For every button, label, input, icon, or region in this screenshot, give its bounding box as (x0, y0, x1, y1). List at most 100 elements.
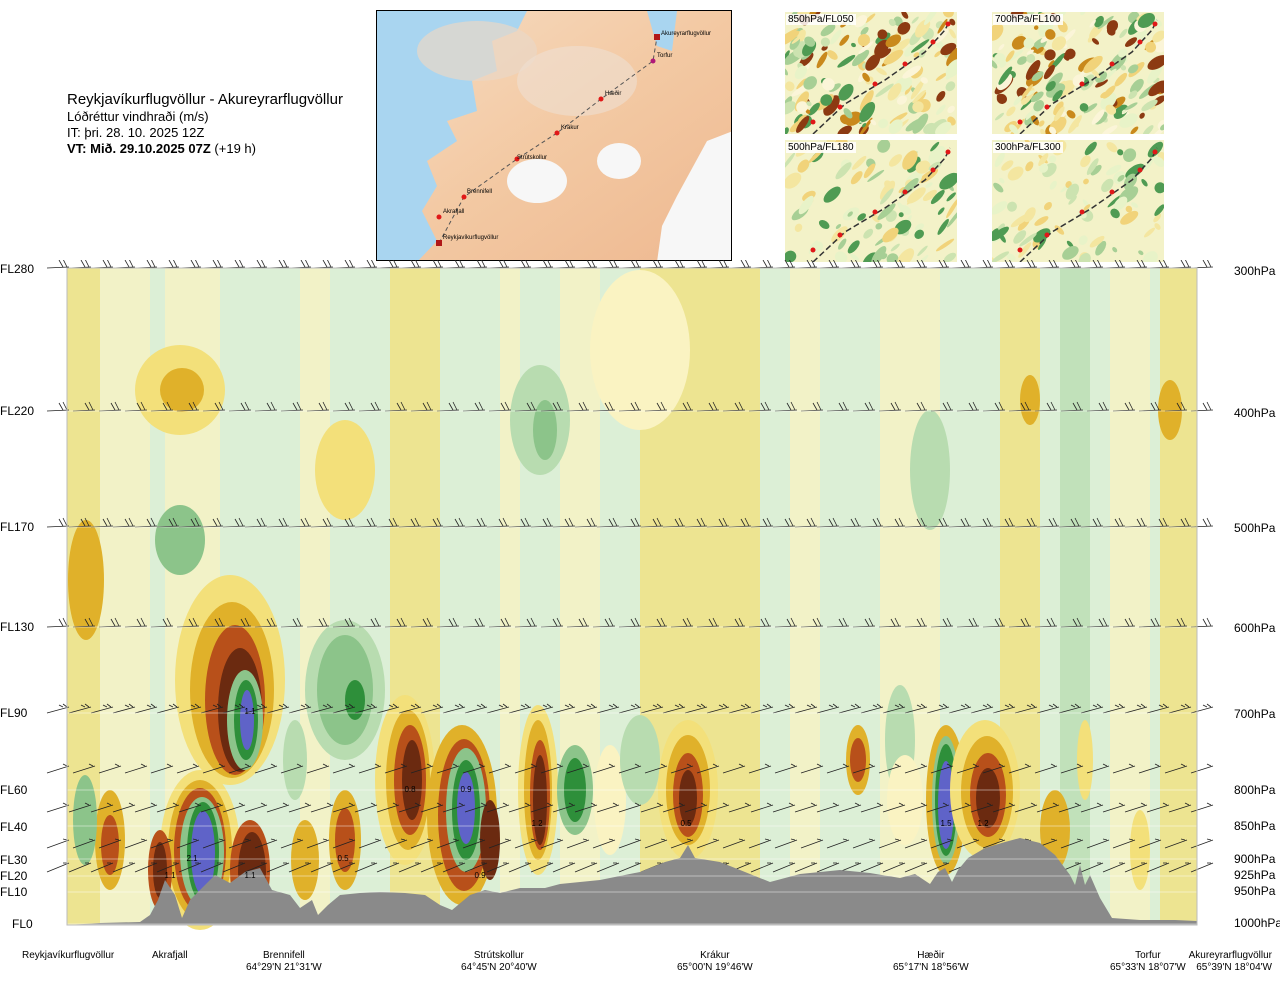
wind-barb (1124, 802, 1148, 813)
wind-barb-shaft (904, 765, 928, 774)
wind-barb-flag (744, 517, 750, 527)
wind-barb-shaft (970, 706, 994, 714)
field-cell (938, 761, 954, 849)
wind-barb-flag (166, 763, 172, 767)
wind-barb-flag (740, 518, 746, 527)
wind-barb-shaft (670, 839, 694, 849)
level-map-patch (1119, 28, 1128, 39)
wind-barb-flag (322, 704, 328, 708)
fl-label: FL20 (0, 869, 28, 883)
level-map-patch (1106, 26, 1116, 36)
level-map-patch (860, 26, 869, 36)
wind-barb-shaft (1124, 804, 1148, 813)
wind-barb-flag (1048, 704, 1054, 708)
level-map-patch (870, 119, 877, 126)
wind-barb (288, 260, 312, 269)
wind-barb (1168, 260, 1192, 269)
wind-barb-flag (920, 401, 926, 411)
level-map-patch (1128, 90, 1138, 100)
wind-barb (46, 862, 70, 873)
wind-barb-flag (1096, 802, 1102, 806)
wind-barb-flag (708, 618, 714, 627)
wind-barb-flag (520, 518, 526, 527)
wind-barb (1080, 862, 1104, 873)
level-map-patch (823, 186, 841, 203)
level-map-patch (1114, 72, 1128, 87)
level-map-patch (1132, 29, 1147, 46)
fl-label: FL30 (0, 853, 28, 867)
wind-barb (332, 838, 356, 849)
level-map-patch (1026, 54, 1036, 63)
wind-barb-flag (1004, 704, 1010, 708)
map-label-akrafjall: Akrafjall (443, 209, 464, 215)
wind-barb (222, 862, 246, 873)
wind-barb-flag (1140, 802, 1146, 806)
wind-barb-flag (1102, 838, 1108, 841)
wind-barb (464, 703, 488, 714)
level-map-patch (835, 162, 852, 180)
level-map-patch (847, 240, 860, 254)
wind-barb-flag (634, 838, 640, 841)
level-map-patch (992, 201, 1008, 215)
wind-barb-flag (526, 402, 532, 411)
wind-barb-flag (764, 401, 770, 411)
wind-barb (222, 802, 246, 813)
waypoint-coord: 65°33'N 18°07'W (1110, 962, 1186, 973)
level-map-500-graphic (785, 140, 957, 262)
wind-barb (540, 838, 564, 849)
wind-barb-flag (1097, 260, 1102, 268)
wind-barb-flag (261, 260, 266, 268)
contour-labels: 1.12.11.1 1.10.8 0.91.20.50.90.5 1.5 1.2 (164, 707, 989, 880)
wind-barb-flag (1008, 703, 1014, 708)
level-map-patch (1033, 100, 1045, 112)
level-map-patch (945, 59, 957, 78)
level-map-waypoint (1152, 149, 1158, 155)
wind-barb-shaft (376, 804, 400, 813)
level-map-patch (865, 54, 881, 71)
wind-barb-flag (767, 260, 772, 268)
level-map-waypoint (1109, 189, 1115, 195)
wind-barb-flag (500, 402, 506, 411)
wind-barb-shaft (134, 804, 158, 813)
wind-barb-flag (62, 802, 68, 806)
wind-barb (1168, 703, 1192, 714)
field-cell (1158, 380, 1182, 440)
level-map-patch (992, 251, 1010, 262)
wind-barb-shaft (68, 706, 92, 714)
level-map-patch (912, 101, 924, 113)
wind-barb-flag (1074, 517, 1080, 527)
level-map-patch (1052, 89, 1063, 102)
wind-barb (1138, 838, 1162, 849)
wind-barb (90, 862, 114, 873)
wind-barb-flag (674, 704, 680, 708)
wind-barb-flag (454, 260, 460, 268)
wind-barb-shaft (982, 839, 1006, 849)
wind-barb-flag (238, 517, 244, 527)
wind-barb (852, 763, 876, 774)
wind-barb-flag (234, 704, 240, 708)
waypoint-name: Akrafjall (152, 950, 188, 961)
wind-barb-flag (938, 260, 944, 268)
wind-barb (1138, 763, 1162, 774)
wind-barb-flag (1162, 802, 1168, 806)
wind-barb-shaft (860, 862, 884, 873)
wind-barb-flag (124, 518, 130, 527)
wind-barb-flag (916, 704, 922, 708)
valid-time: VT: Mið. 29.10.2025 07Z (67, 141, 211, 156)
wind-barb-flag (656, 618, 662, 627)
wind-barb-shaft (618, 765, 642, 774)
wind-barb (46, 517, 70, 528)
wind-barb-shaft (176, 765, 200, 774)
wind-barb-flag (656, 802, 662, 806)
wind-barb (464, 802, 488, 813)
level-map-patch (1120, 65, 1127, 71)
wind-barb-flag (344, 618, 350, 627)
wind-barb (358, 838, 382, 849)
wind-barb (838, 703, 862, 714)
level-map-patch (902, 65, 922, 79)
wind-barb-flag (712, 763, 718, 767)
wind-barb-flag (370, 618, 376, 627)
wind-barb-flag (998, 763, 1004, 767)
level-map-patch (1089, 19, 1096, 28)
wind-barb (1014, 703, 1038, 714)
